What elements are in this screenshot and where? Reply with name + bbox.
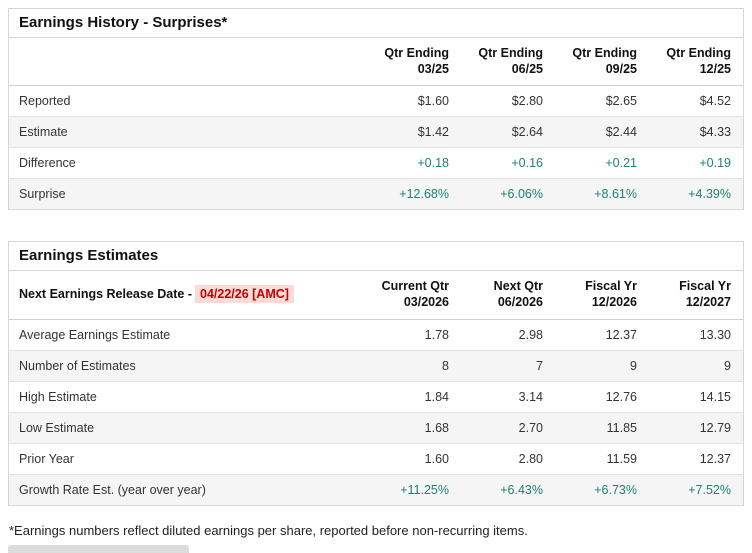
column-header-next-qtr: Next Qtr 06/2026	[461, 271, 555, 320]
next-earnings-release-cell: Next Earnings Release Date -04/22/26 [AM…	[9, 271, 367, 320]
column-header-qtr-0325: Qtr Ending 03/25	[367, 38, 461, 87]
release-date-value: 04/22/26 [AMC]	[195, 285, 294, 304]
cell-value: $2.44	[605, 125, 637, 140]
table-row-surprise: Surprise +12.68% +6.06% +8.61% +4.39%	[9, 178, 743, 210]
table-row-estimate: Estimate $1.42 $2.64 $2.44 $4.33	[9, 116, 743, 148]
cell-value: 8	[442, 358, 449, 373]
cell-value: $2.80	[511, 94, 543, 109]
column-header-date: 12/2027	[685, 294, 731, 309]
earnings-estimates-panel: Earnings Estimates Next Earnings Release…	[8, 241, 744, 506]
column-header-label: Qtr Ending	[478, 46, 543, 60]
cell-value: +6.43%	[500, 482, 543, 497]
cell-value: 9	[724, 358, 731, 373]
cell-value: 12.76	[605, 389, 637, 404]
cell-value: +8.61%	[594, 187, 637, 202]
table-row-number-of-estimates: Number of Estimates 8 7 9 9	[9, 350, 743, 381]
cell-value: +0.16	[511, 156, 543, 171]
cell-value: 9	[630, 358, 637, 373]
cell-value: +4.39%	[688, 187, 731, 202]
column-header-qtr-0925: Qtr Ending 09/25	[555, 38, 649, 87]
column-header-label: Fiscal Yr	[585, 279, 637, 294]
cell-value: 13.30	[699, 327, 731, 342]
table-row-growth-rate-est: Growth Rate Est. (year over year) +11.25…	[9, 474, 743, 505]
table-row-reported: Reported $1.60 $2.80 $2.65 $4.52	[9, 86, 743, 117]
column-header-date: 03/2026	[403, 294, 449, 309]
cell-value: +11.25%	[400, 482, 449, 497]
earnings-estimates-table: Next Earnings Release Date -04/22/26 [AM…	[9, 271, 743, 505]
column-header-fiscal-yr-2027: Fiscal Yr 12/2027	[649, 271, 743, 320]
column-header-label: Fiscal Yr	[679, 279, 731, 294]
row-label: Difference	[19, 156, 76, 171]
cell-value: 12.79	[699, 420, 731, 435]
column-header-label: Qtr Ending	[572, 46, 637, 60]
column-header-qtr-0625: Qtr Ending 06/25	[461, 38, 555, 87]
row-label: High Estimate	[19, 389, 97, 404]
cell-value: 1.78	[424, 327, 449, 342]
cell-value: 14.15	[699, 389, 731, 404]
column-header-date: 03/25	[417, 61, 449, 76]
cell-value: $4.33	[699, 125, 731, 140]
cell-value: 2.98	[518, 327, 543, 342]
column-header-label: Current Qtr	[381, 279, 449, 294]
cell-value: 11.59	[606, 451, 637, 466]
cell-value: 11.85	[606, 420, 637, 435]
row-label: Reported	[19, 94, 71, 109]
table-row-difference: Difference +0.18 +0.16 +0.21 +0.19	[9, 147, 743, 179]
next-section-partial	[8, 544, 189, 553]
row-label: Average Earnings Estimate	[19, 327, 171, 342]
column-header-label: Next Qtr	[493, 279, 543, 294]
row-label: Surprise	[19, 187, 66, 202]
column-header-date: 12/2026	[591, 294, 637, 309]
cell-value: 2.70	[518, 420, 543, 435]
column-header-fiscal-yr-2026: Fiscal Yr 12/2026	[555, 271, 649, 320]
column-header-label: Qtr Ending	[384, 46, 449, 60]
earnings-history-title: Earnings History - Surprises*	[9, 9, 743, 38]
table-row-low-estimate: Low Estimate 1.68 2.70 11.85 12.79	[9, 412, 743, 443]
earnings-estimates-header-row: Next Earnings Release Date -04/22/26 [AM…	[9, 271, 743, 320]
earnings-history-panel: Earnings History - Surprises* Qtr Ending…	[8, 8, 744, 211]
row-label: Prior Year	[19, 451, 74, 466]
column-header-current-qtr: Current Qtr 03/2026	[367, 271, 461, 320]
cell-value: $1.42	[417, 125, 449, 140]
empty-header-cell	[9, 38, 367, 87]
column-header-date: 06/2026	[497, 294, 543, 309]
cell-value: 1.60	[424, 451, 449, 466]
cell-value: 7	[536, 358, 543, 373]
cell-value: $2.65	[605, 94, 637, 109]
next-earnings-release-label: Next Earnings Release Date -04/22/26 [AM…	[19, 285, 294, 304]
cell-value: 12.37	[699, 451, 731, 466]
table-row-prior-year: Prior Year 1.60 2.80 11.59 12.37	[9, 443, 743, 474]
column-header-label: Qtr Ending	[666, 46, 731, 60]
column-header-date: 12/25	[699, 61, 731, 76]
cell-value: $2.64	[511, 125, 543, 140]
table-row-average-earnings-estimate: Average Earnings Estimate 1.78 2.98 12.3…	[9, 319, 743, 350]
cell-value: 2.80	[518, 451, 543, 466]
row-label: Low Estimate	[19, 420, 95, 435]
cell-value: 3.14	[518, 389, 543, 404]
cell-value: $1.60	[417, 94, 449, 109]
cell-value: +12.68%	[399, 187, 449, 202]
column-header-qtr-1225: Qtr Ending 12/25	[649, 38, 743, 87]
cell-value: $4.52	[699, 94, 731, 109]
cell-value: 1.68	[424, 420, 449, 435]
column-header-date: 09/25	[605, 61, 637, 76]
cell-value: +7.52%	[688, 482, 731, 497]
release-date-label-text: Next Earnings Release Date -	[19, 287, 192, 302]
cell-value: 12.37	[605, 327, 637, 342]
cell-value: +0.18	[417, 156, 449, 171]
table-row-high-estimate: High Estimate 1.84 3.14 12.76 14.15	[9, 381, 743, 412]
earnings-history-table: Qtr Ending 03/25 Qtr Ending 06/25 Qtr En…	[9, 38, 743, 210]
earnings-history-header-row: Qtr Ending 03/25 Qtr Ending 06/25 Qtr En…	[9, 38, 743, 87]
row-label: Estimate	[19, 125, 68, 140]
row-label: Number of Estimates	[19, 358, 136, 373]
cell-value: +6.06%	[500, 187, 543, 202]
column-header-date: 06/25	[511, 61, 543, 76]
cell-value: +0.19	[699, 156, 731, 171]
cell-value: 1.84	[424, 389, 449, 404]
row-label: Growth Rate Est. (year over year)	[19, 482, 206, 497]
earnings-footnote: *Earnings numbers reflect diluted earnin…	[9, 522, 528, 538]
cell-value: +0.21	[605, 156, 637, 171]
earnings-estimates-title: Earnings Estimates	[9, 242, 743, 272]
cell-value: +6.73%	[594, 482, 637, 497]
